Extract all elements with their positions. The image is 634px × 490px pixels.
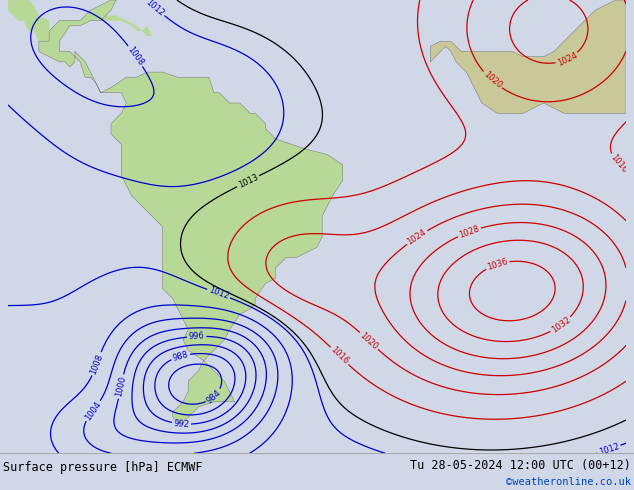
Text: 1000: 1000 xyxy=(114,375,127,398)
Text: 1008: 1008 xyxy=(89,352,105,375)
Text: 988: 988 xyxy=(172,350,190,363)
Text: 1024: 1024 xyxy=(406,228,428,247)
Polygon shape xyxy=(142,26,152,36)
Polygon shape xyxy=(85,16,142,31)
Text: 1016: 1016 xyxy=(328,345,350,367)
Polygon shape xyxy=(8,0,49,41)
Text: 1004: 1004 xyxy=(83,400,103,422)
Polygon shape xyxy=(430,0,626,113)
Text: 1012: 1012 xyxy=(207,286,230,301)
Polygon shape xyxy=(209,396,219,402)
Text: 1032: 1032 xyxy=(550,315,573,335)
Text: 992: 992 xyxy=(173,419,190,429)
Text: 1012: 1012 xyxy=(144,0,166,18)
Text: 1020: 1020 xyxy=(481,70,503,91)
Text: 984: 984 xyxy=(205,388,223,405)
Text: 1020: 1020 xyxy=(358,331,380,351)
Text: 1008: 1008 xyxy=(126,45,145,67)
Text: 996: 996 xyxy=(188,332,205,342)
Text: 1013: 1013 xyxy=(236,172,259,190)
Text: 1024: 1024 xyxy=(556,50,579,68)
Text: Tu 28-05-2024 12:00 UTC (00+12): Tu 28-05-2024 12:00 UTC (00+12) xyxy=(410,459,631,471)
Polygon shape xyxy=(101,72,343,422)
Text: 1012: 1012 xyxy=(598,442,621,457)
Text: Surface pressure [hPa] ECMWF: Surface pressure [hPa] ECMWF xyxy=(3,462,203,474)
Text: 1036: 1036 xyxy=(486,257,509,272)
Text: 1016: 1016 xyxy=(608,153,628,175)
Text: 1028: 1028 xyxy=(458,224,481,240)
Text: ©weatheronline.co.uk: ©weatheronline.co.uk xyxy=(506,477,631,487)
Polygon shape xyxy=(39,0,116,93)
